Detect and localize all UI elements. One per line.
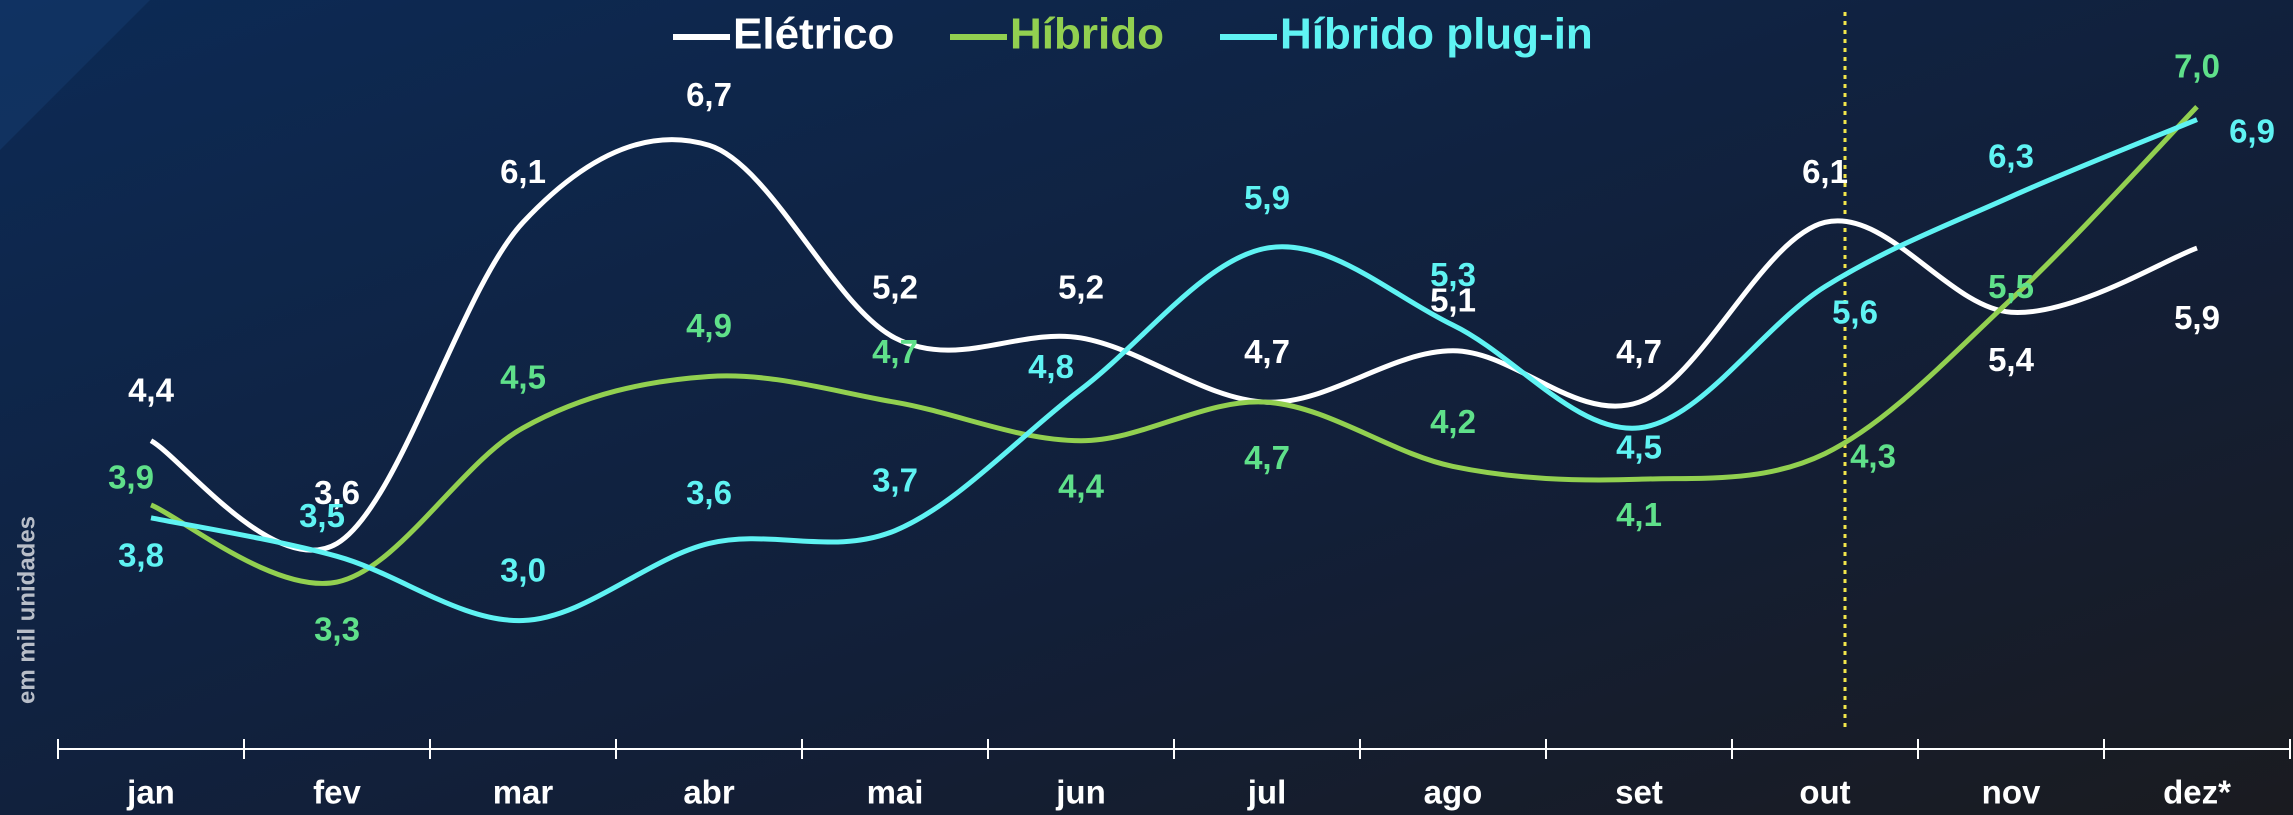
value-label: 3,6 bbox=[314, 474, 360, 511]
value-label: 4,7 bbox=[872, 333, 918, 370]
value-label: 6,9 bbox=[2229, 112, 2275, 149]
value-label: 4,2 bbox=[1430, 403, 1476, 440]
value-label: 4,7 bbox=[1244, 439, 1290, 476]
value-label: 4,8 bbox=[1028, 348, 1074, 385]
value-label: 5,3 bbox=[1430, 256, 1476, 293]
series-line bbox=[150, 117, 2198, 624]
legend-label: Híbrido plug-in bbox=[1280, 10, 1593, 59]
value-label: 6,1 bbox=[500, 153, 546, 190]
x-tick-label: dez* bbox=[2163, 774, 2231, 811]
value-label: 4,3 bbox=[1850, 437, 1896, 474]
value-label: 5,2 bbox=[1058, 269, 1104, 306]
x-tick-label: abr bbox=[683, 774, 735, 811]
value-label: 3,5 bbox=[299, 497, 345, 534]
x-tick-label: jul bbox=[1247, 774, 1287, 811]
corner-decoration bbox=[0, 0, 150, 150]
y-axis-label: em mil unidades bbox=[13, 516, 40, 704]
x-tick-label: set bbox=[1615, 774, 1663, 811]
value-label: 4,7 bbox=[1244, 333, 1290, 370]
x-tick-label: mar bbox=[493, 774, 554, 811]
x-tick-label: fev bbox=[313, 774, 361, 811]
value-label: 5,6 bbox=[1832, 293, 1878, 330]
value-label: 6,3 bbox=[1988, 137, 2034, 174]
value-label: 3,8 bbox=[118, 537, 164, 574]
x-tick-label: jun bbox=[1055, 774, 1105, 811]
value-label: 4,5 bbox=[1616, 429, 1662, 466]
value-label: 4,9 bbox=[686, 307, 732, 344]
x-tick-label: out bbox=[1799, 774, 1850, 811]
value-label: 4,7 bbox=[1616, 333, 1662, 370]
legend-label: Elétrico bbox=[733, 10, 894, 59]
series-line bbox=[149, 137, 2198, 553]
value-label: 7,0 bbox=[2174, 47, 2220, 84]
value-label: 5,4 bbox=[1988, 341, 2035, 378]
value-label: 5,5 bbox=[1988, 268, 2034, 305]
x-tick-label: mai bbox=[867, 774, 924, 811]
value-label: 3,3 bbox=[314, 611, 360, 648]
value-label: 4,4 bbox=[128, 371, 175, 408]
value-label: 3,9 bbox=[108, 459, 154, 496]
value-label: 5,9 bbox=[2174, 299, 2220, 336]
series-line bbox=[150, 105, 2199, 586]
value-label: 4,1 bbox=[1616, 496, 1662, 533]
value-label: 4,4 bbox=[1058, 467, 1105, 504]
value-label: 6,7 bbox=[686, 76, 732, 113]
value-label: 6,1 bbox=[1802, 153, 1848, 190]
value-label: 5,1 bbox=[1430, 282, 1476, 319]
x-tick-label: ago bbox=[1424, 774, 1483, 811]
x-tick-label: jan bbox=[126, 774, 175, 811]
x-tick-label: nov bbox=[1982, 774, 2041, 811]
value-label: 5,2 bbox=[872, 269, 918, 306]
value-label: 4,5 bbox=[500, 359, 546, 396]
value-label: 3,0 bbox=[500, 551, 546, 588]
value-label: 5,9 bbox=[1244, 179, 1290, 216]
value-label: 3,7 bbox=[872, 461, 918, 498]
legend-label: Híbrido bbox=[1010, 10, 1164, 59]
value-label: 3,6 bbox=[686, 474, 732, 511]
